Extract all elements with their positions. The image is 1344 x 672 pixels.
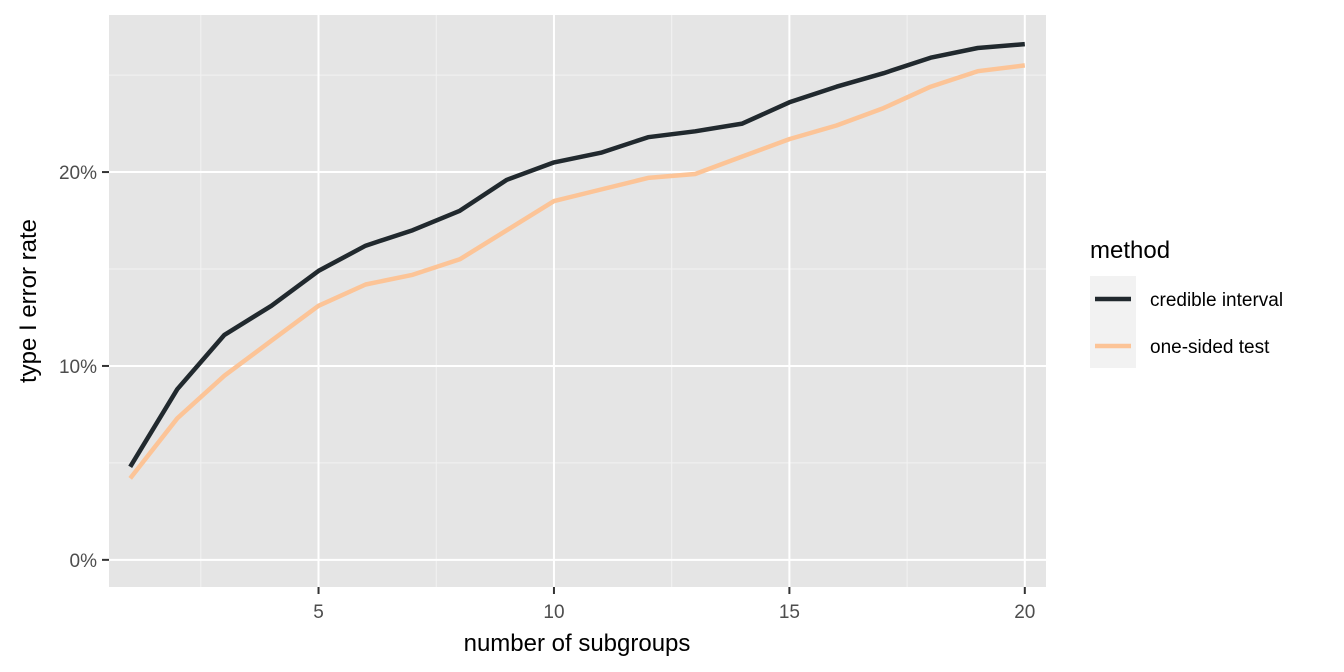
legend-label: one-sided test — [1150, 337, 1270, 358]
grid-major — [109, 15, 1046, 587]
series-line-credible-interval — [128, 41, 1025, 468]
series-line-one-sided-test — [128, 63, 1026, 480]
x-tick-label: 10 — [543, 602, 564, 623]
x-tick-label: 20 — [1014, 602, 1035, 623]
series-lines — [128, 41, 1026, 480]
x-axis-title: number of subgroups — [464, 630, 691, 657]
y-tick-label: 0% — [70, 551, 98, 572]
legend-key-background — [1090, 276, 1136, 368]
x-tick-label: 5 — [313, 602, 324, 623]
legend-label: credible interval — [1150, 290, 1283, 311]
plot-panel — [109, 15, 1046, 587]
legend-title: method — [1090, 237, 1170, 264]
x-axis: 5 10 15 20 — [313, 587, 1035, 623]
x-tick-label: 15 — [779, 602, 800, 623]
legend-items: credible interval one-sided test — [1095, 290, 1283, 358]
y-tick-label: 20% — [59, 163, 97, 184]
y-axis: 0% 10% 20% — [59, 163, 109, 572]
y-axis-title: type I error rate — [15, 219, 42, 383]
y-tick-label: 10% — [59, 357, 97, 378]
legend: method credible interval one-sided test — [1090, 237, 1283, 368]
